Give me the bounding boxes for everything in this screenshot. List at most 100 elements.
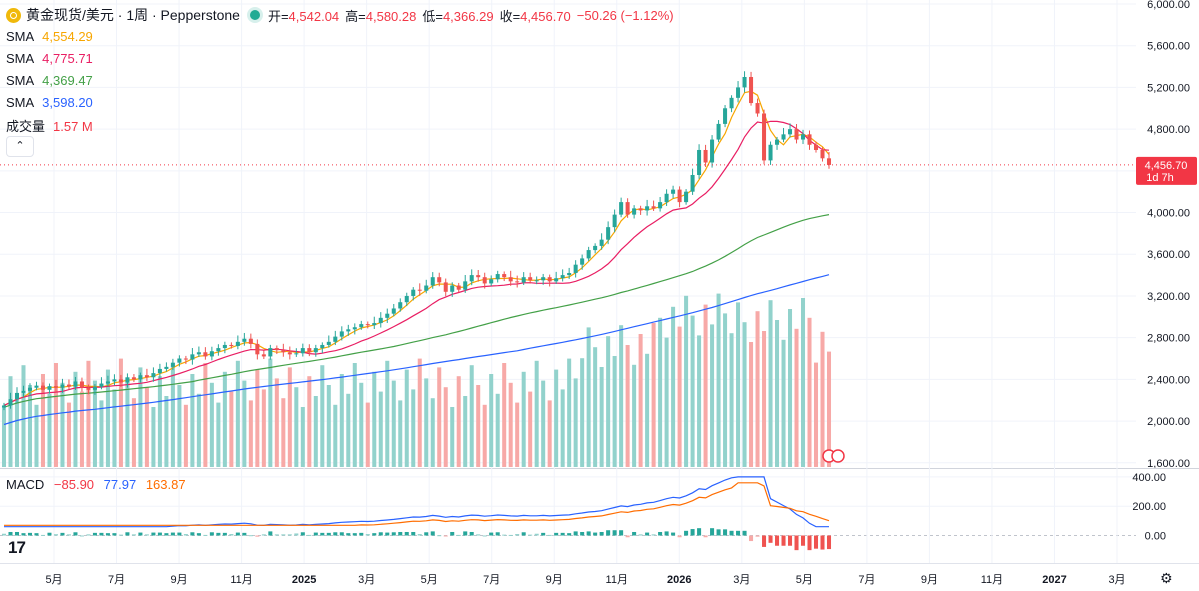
symbol-title[interactable]: 黄金现货/美元 · 1周 · Pepperstone: [26, 7, 240, 23]
candle-body: [177, 358, 182, 363]
macd-histogram-bar: [554, 532, 559, 536]
candle-body: [586, 250, 591, 259]
macd-histogram-bar: [586, 531, 591, 536]
macd-histogram-bar: [27, 532, 32, 536]
time-tick-label: 2027: [1042, 574, 1066, 586]
macd-histogram-bar: [502, 534, 507, 536]
indicator-volume[interactable]: 成交量 1.57 M: [6, 119, 93, 134]
macd-histogram-bar: [398, 531, 403, 536]
indicator-sma-3[interactable]: SMA 4,369.47: [6, 73, 93, 88]
candle-body: [281, 350, 286, 353]
time-tick-label: 11月: [230, 574, 252, 586]
macd-histogram-bar: [749, 535, 754, 542]
macd-histogram-bar: [489, 532, 494, 536]
time-tick-label: 7月: [858, 574, 875, 586]
candle-body: [463, 281, 468, 290]
macd-histogram-bar: [515, 534, 520, 536]
macd-legend[interactable]: MACD −85.90 77.97 163.87: [6, 477, 186, 492]
macd-histogram-bar: [112, 533, 117, 536]
time-tick-label: 7月: [108, 574, 125, 586]
volume-bar: [430, 398, 435, 467]
candle-body: [209, 351, 214, 357]
candle-body: [580, 258, 585, 265]
macd-histogram-bar: [365, 534, 370, 536]
volume-bar: [170, 365, 175, 467]
indicator-sma-2[interactable]: SMA 4,775.71: [6, 51, 93, 66]
candle-body: [307, 348, 312, 353]
volume-bar: [365, 402, 370, 467]
volume-bar: [294, 387, 299, 467]
macd-histogram-bar: [638, 534, 643, 536]
macd-histogram-bar: [619, 530, 624, 536]
volume-bar: [40, 374, 45, 467]
time-tick-label: 3月: [1108, 574, 1125, 586]
macd-histogram-bar: [34, 533, 39, 536]
macd-histogram-bar: [53, 534, 58, 536]
candle-body: [508, 277, 513, 282]
time-tick-label: 9月: [921, 574, 938, 586]
candle-body: [755, 103, 760, 114]
macd-histogram-bar: [300, 532, 305, 536]
macd-histogram-bar: [456, 534, 461, 536]
volume-bar: [515, 402, 520, 467]
tradingview-logo[interactable]: 17: [8, 538, 26, 557]
indicator-sma-1[interactable]: SMA 4,554.29: [6, 29, 93, 44]
volume-bar: [807, 317, 812, 467]
volume-bar: [521, 371, 526, 467]
gear-icon[interactable]: ⚙: [1160, 570, 1173, 586]
candle-body: [242, 338, 247, 342]
volume-bar: [268, 358, 273, 467]
volume-bar: [131, 398, 136, 467]
macd-histogram-bar: [346, 533, 351, 536]
macd-histogram-bar: [625, 535, 630, 538]
time-tick-label: 7月: [483, 574, 500, 586]
macd-histogram-bar: [313, 532, 318, 536]
candle-body: [625, 202, 630, 215]
candle-body: [131, 377, 136, 380]
candle-body: [294, 353, 299, 355]
macd-histogram-bar: [599, 531, 604, 536]
macd-histogram-bar: [203, 534, 208, 536]
candle-body: [495, 274, 500, 280]
time-tick-label: 11月: [981, 574, 1003, 586]
macd-histogram-bar: [339, 532, 344, 536]
candle-body: [521, 277, 526, 283]
macd-histogram-bar: [716, 529, 721, 536]
candle-body: [372, 323, 377, 326]
volume-bar: [729, 333, 734, 467]
candle-body: [79, 381, 84, 388]
macd-histogram-bar: [118, 534, 123, 536]
macd-histogram-bar: [40, 534, 45, 536]
candle-body: [593, 245, 598, 251]
macd-histogram-bar: [820, 535, 825, 550]
volume-bar: [443, 387, 448, 467]
candle-body: [144, 375, 149, 378]
candle-body: [333, 336, 338, 342]
macd-histogram-bar: [807, 535, 812, 551]
sma-line: [3, 120, 830, 406]
candle-body: [801, 134, 806, 140]
indicator-sma-4[interactable]: SMA 3,598.20: [6, 95, 93, 110]
price-tick-label: 2,800.00: [1147, 333, 1190, 345]
candle-body: [313, 348, 318, 353]
volume-bar: [73, 371, 78, 467]
candle-body: [697, 149, 702, 176]
collapse-legend-button[interactable]: ⌃: [6, 136, 34, 157]
volume-bar: [326, 385, 331, 467]
candle-body: [1, 405, 7, 408]
macd-histogram-bar: [144, 534, 149, 536]
volume-bar: [703, 304, 708, 467]
candle-body: [716, 123, 721, 140]
macd-histogram-bar: [541, 532, 546, 536]
candle-body: [690, 175, 695, 192]
macd-histogram-bar: [385, 532, 390, 536]
volume-bar: [352, 363, 357, 467]
volume-bar: [307, 376, 312, 467]
macd-histogram-bar: [593, 532, 598, 536]
candle-body: [606, 227, 611, 240]
macd-histogram-bar: [755, 535, 760, 537]
candle-body: [190, 354, 195, 360]
macd-tick-label: 0.00: [1145, 531, 1166, 543]
volume-bar: [463, 396, 468, 467]
